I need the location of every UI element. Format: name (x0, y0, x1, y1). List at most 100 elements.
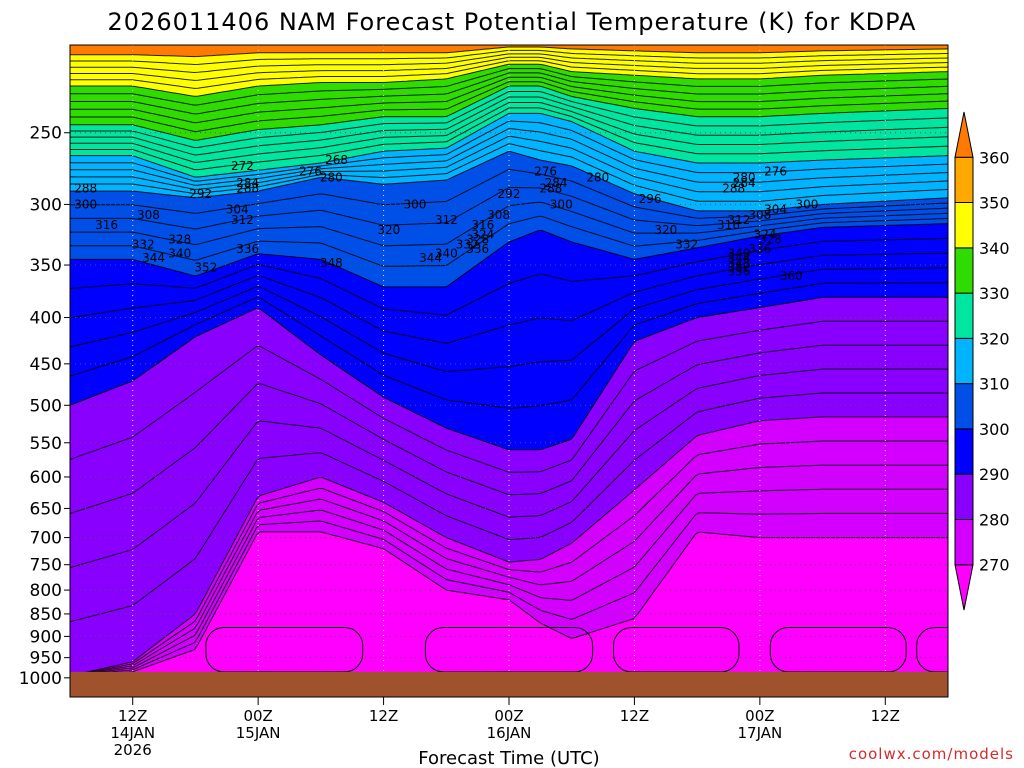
contour-label: 292 (189, 187, 212, 201)
colorbar-segment (954, 383, 974, 430)
x-tick-label: 2026 (114, 741, 152, 759)
x-tick-label: 12Z (871, 707, 900, 725)
contour-label: 332 (132, 237, 155, 251)
contour-label-text: 272 (231, 159, 254, 173)
x-tick-label: 14JAN (110, 724, 155, 742)
colorbar-segment (954, 247, 974, 294)
contour-label-text: 300 (795, 197, 818, 211)
contour-326 (70, 127, 948, 186)
contour-label-text: 316 (717, 218, 740, 232)
contour-label: 344 (419, 251, 442, 265)
contour-label: 328 (759, 233, 782, 247)
contour-label-text: 328 (168, 233, 191, 247)
grid-lines (70, 45, 948, 697)
chart-title: 2026011406 NAM Forecast Potential Temper… (108, 8, 917, 36)
contour-label-text: 348 (727, 256, 750, 270)
y-tick-label: 250 (30, 124, 62, 144)
contour-label: 312 (435, 213, 458, 227)
contour-label-text: 316 (95, 218, 118, 232)
credit-text[interactable]: coolwx.com/models (849, 745, 1014, 763)
contour-label-text: 356 (727, 265, 750, 279)
contour-label: 360 (780, 269, 803, 283)
contour-350 (70, 63, 948, 97)
y-tick-label: 900 (30, 627, 62, 647)
y-tick-label: 700 (30, 529, 62, 549)
colorbar-label: 320 (979, 329, 1010, 348)
contour-label: 348 (727, 256, 750, 270)
colorbar-label: 300 (979, 420, 1010, 439)
contour-318 (70, 168, 948, 219)
colorbar-segment (954, 111, 974, 158)
contour-label: 288 (236, 181, 259, 195)
contour-label: 328 (168, 233, 191, 247)
surface-cell (916, 627, 948, 673)
contour-label-text: 292 (498, 187, 521, 201)
contour-label: 292 (498, 187, 521, 201)
colorbar-label: 310 (979, 375, 1010, 394)
contour-label: 268 (325, 153, 348, 167)
contour-label-text: 332 (132, 237, 155, 251)
contour-304 (70, 267, 948, 373)
contour-label-text: 316 (471, 218, 494, 232)
contour-label: 280 (320, 170, 343, 184)
contour-label-text: 292 (189, 187, 212, 201)
contour-label-text: 304 (764, 203, 787, 217)
contour-label: 356 (727, 265, 750, 279)
contour-308 (70, 237, 948, 316)
contour-label-text: 288 (236, 181, 259, 195)
x-tick-label: 17JAN (737, 724, 782, 742)
y-tick-label: 800 (30, 581, 62, 601)
contour-label-text: 328 (759, 233, 782, 247)
contour-300 (70, 296, 948, 451)
colorbar-segment (954, 518, 974, 566)
contour-label: 300 (74, 197, 97, 211)
contour-label-text: 312 (727, 213, 750, 227)
contour-label-text: 268 (325, 153, 348, 167)
x-tick-label: 00Z (494, 707, 523, 725)
colorbar-segment (954, 564, 974, 611)
contour-label-text: 308 (137, 208, 160, 222)
contour-label: 308 (487, 208, 510, 222)
y-tick-label: 750 (30, 556, 62, 576)
contour-label: 312 (231, 213, 254, 227)
contour-label-text: 288 (722, 181, 745, 195)
band-below-280 (70, 531, 948, 697)
contour-label-text: 348 (320, 256, 343, 270)
contour-label-text: 332 (675, 237, 698, 251)
x-axis-label: Forecast Time (UTC) (418, 748, 599, 768)
x-tick-label: 12Z (118, 707, 147, 725)
contour-324 (70, 135, 948, 193)
y-tick-label: 450 (30, 355, 62, 375)
colorbar-segment (954, 473, 974, 520)
colorbar-label: 270 (979, 556, 1010, 575)
contour-label: 312 (727, 213, 750, 227)
contour-label: 340 (727, 247, 750, 261)
contour-356 (70, 53, 948, 74)
contour-label-text: 320 (377, 223, 400, 237)
contour-labels: 3523483443403363563523483443603443403323… (74, 153, 818, 283)
contour-label-text: 320 (654, 223, 677, 237)
contour-label: 324 (754, 228, 777, 242)
contour-348 (70, 68, 948, 106)
x-tick-label: 00Z (243, 707, 272, 725)
contour-label: 348 (320, 256, 343, 270)
contour-label-text: 340 (168, 247, 191, 261)
contour-338 (70, 91, 948, 149)
contour-label-text: 332 (456, 237, 479, 251)
contour-316 (70, 187, 948, 230)
contour-284 (70, 488, 948, 677)
contour-label: 332 (456, 237, 479, 251)
contour-label: 284 (236, 176, 259, 190)
contour-label-text: 296 (639, 192, 662, 206)
contour-354 (70, 56, 948, 81)
contour-280 (70, 531, 948, 677)
colorbar-label: 360 (979, 148, 1010, 167)
contour-label: 280 (733, 170, 756, 184)
contour-label-text: 304 (226, 203, 249, 217)
colorbar-label: 330 (979, 284, 1010, 303)
contour-label: 276 (764, 165, 787, 179)
contour-label: 340 (435, 247, 458, 261)
contour-label-text: 340 (435, 247, 458, 261)
contour-334 (70, 102, 948, 163)
